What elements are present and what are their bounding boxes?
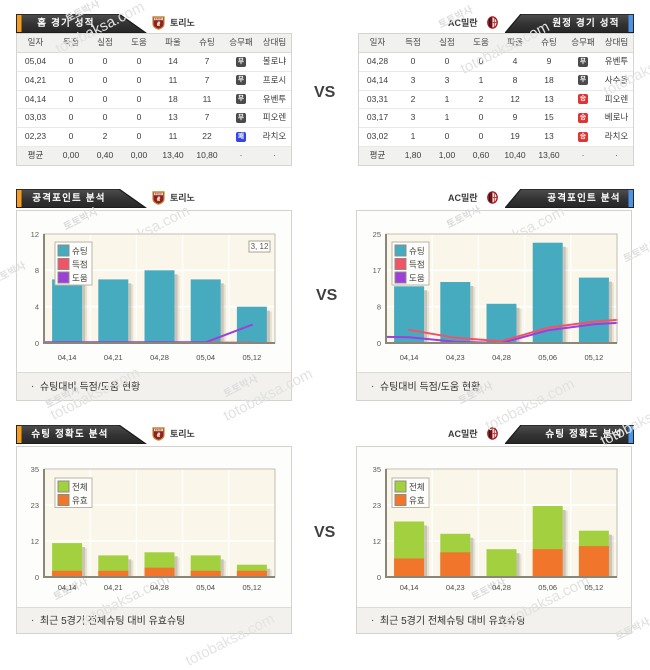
svg-text:0: 0 <box>377 339 381 348</box>
svg-text:04,21: 04,21 <box>104 583 123 592</box>
svg-text:0: 0 <box>35 339 39 348</box>
svg-text:득점: 득점 <box>409 260 425 270</box>
svg-text:23: 23 <box>373 501 381 510</box>
svg-text:슈팅: 슈팅 <box>409 246 425 256</box>
svg-text:25: 25 <box>373 230 381 239</box>
svg-text:23: 23 <box>31 501 39 510</box>
svg-text:슈팅: 슈팅 <box>72 246 88 256</box>
svg-text:0: 0 <box>377 573 381 582</box>
svg-text:12: 12 <box>31 537 39 546</box>
svg-text:04,21: 04,21 <box>104 353 123 362</box>
svg-text:8: 8 <box>35 266 39 275</box>
svg-text:04,14: 04,14 <box>400 583 419 592</box>
svg-text:04,28: 04,28 <box>150 583 169 592</box>
svg-text:04,23: 04,23 <box>446 353 465 362</box>
svg-text:도움: 도움 <box>72 273 88 283</box>
svg-text:05,06: 05,06 <box>538 583 557 592</box>
svg-text:05,12: 05,12 <box>243 353 262 362</box>
svg-text:05,12: 05,12 <box>243 583 262 592</box>
svg-text:8: 8 <box>377 302 381 311</box>
svg-text:3, 12: 3, 12 <box>251 242 269 251</box>
svg-text:유효: 유효 <box>72 496 88 506</box>
svg-text:35: 35 <box>373 465 381 474</box>
svg-text:전체: 전체 <box>72 482 88 492</box>
svg-text:04,28: 04,28 <box>492 583 511 592</box>
svg-text:17: 17 <box>373 266 381 275</box>
svg-text:05,12: 05,12 <box>585 583 604 592</box>
svg-text:12: 12 <box>31 230 39 239</box>
svg-text:4: 4 <box>35 302 39 311</box>
svg-text:04,14: 04,14 <box>58 583 77 592</box>
svg-text:전체: 전체 <box>409 482 425 492</box>
svg-text:0: 0 <box>35 573 39 582</box>
svg-text:35: 35 <box>31 465 39 474</box>
svg-text:04,23: 04,23 <box>446 583 465 592</box>
svg-text:05,04: 05,04 <box>196 353 215 362</box>
svg-text:05,12: 05,12 <box>585 353 604 362</box>
svg-text:04,28: 04,28 <box>150 353 169 362</box>
svg-text:05,06: 05,06 <box>538 353 557 362</box>
svg-text:04,14: 04,14 <box>58 353 77 362</box>
svg-text:05,04: 05,04 <box>196 583 215 592</box>
svg-text:04,14: 04,14 <box>400 353 419 362</box>
svg-text:04,28: 04,28 <box>492 353 511 362</box>
svg-text:유효: 유효 <box>409 496 425 506</box>
svg-text:도움: 도움 <box>409 273 425 283</box>
svg-text:득점: 득점 <box>72 260 88 270</box>
svg-text:12: 12 <box>373 537 381 546</box>
